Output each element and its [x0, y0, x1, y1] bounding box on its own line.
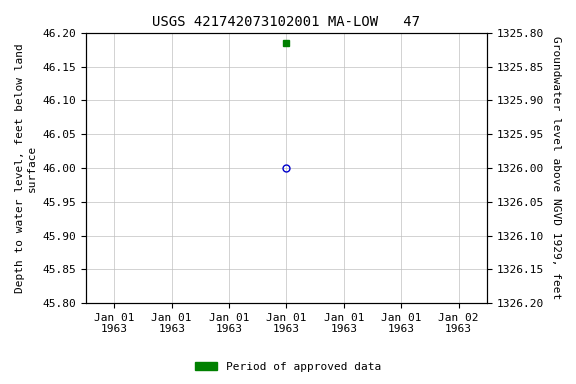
Y-axis label: Groundwater level above NGVD 1929, feet: Groundwater level above NGVD 1929, feet: [551, 36, 561, 300]
Legend: Period of approved data: Period of approved data: [191, 358, 385, 377]
Y-axis label: Depth to water level, feet below land
surface: Depth to water level, feet below land su…: [15, 43, 37, 293]
Title: USGS 421742073102001 MA-LOW   47: USGS 421742073102001 MA-LOW 47: [153, 15, 420, 29]
